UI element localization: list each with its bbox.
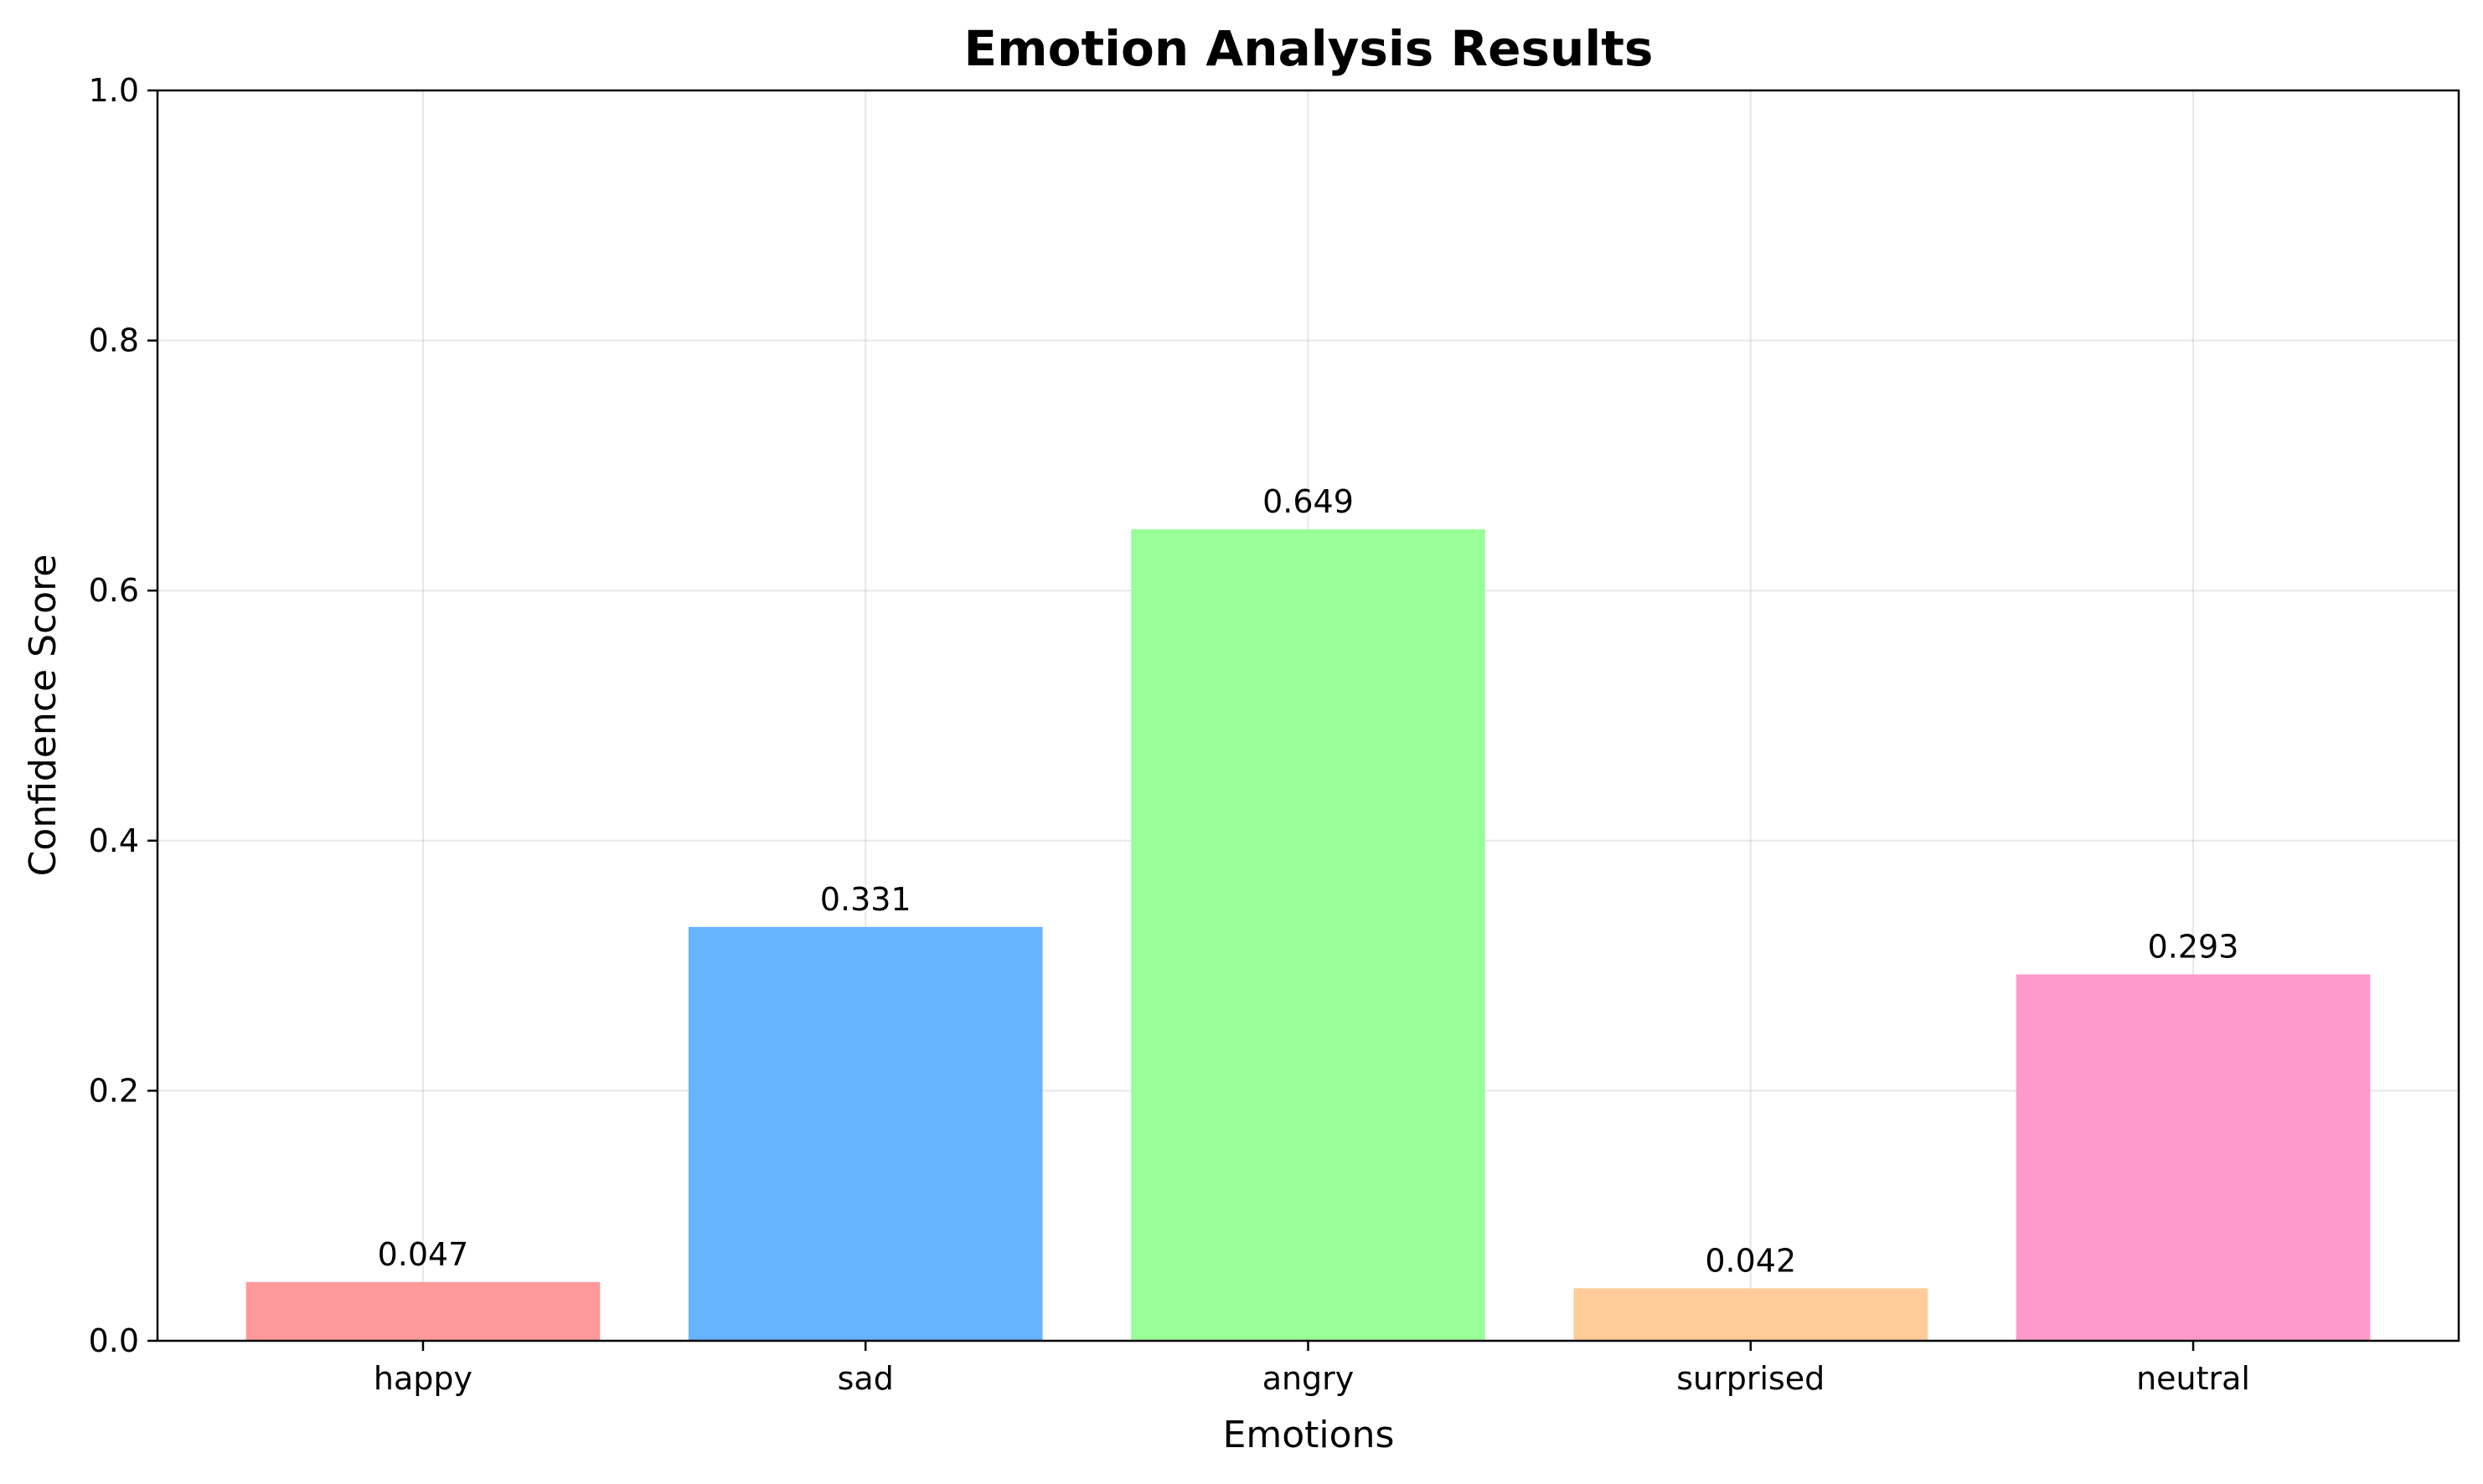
- bar-sad: [688, 926, 1043, 1341]
- y-axis-title: Confidence Score: [22, 554, 65, 877]
- value-label-surprised: 0.042: [1705, 1242, 1796, 1279]
- ticks-layer: 0.0 0.2 0.4 0.6 0.8 1.0 happy sad angry surprised…: [89, 72, 2250, 1397]
- x-tick-label-happy: happy: [374, 1360, 472, 1397]
- x-tick-label-surprised: surprised: [1676, 1360, 1825, 1397]
- bars-layer: [245, 529, 2371, 1341]
- value-label-sad: 0.331: [820, 881, 911, 918]
- y-tick-label: 0.4: [89, 822, 139, 859]
- bar-happy: [245, 1281, 601, 1341]
- bar-angry: [1131, 529, 1485, 1341]
- x-tick-label-neutral: neutral: [2136, 1360, 2250, 1397]
- x-tick-label-sad: sad: [838, 1360, 894, 1397]
- bar-surprised: [1573, 1288, 1928, 1341]
- x-tick-label-angry: angry: [1262, 1360, 1355, 1397]
- y-tick-label: 1.0: [89, 72, 139, 109]
- chart-title: Emotion Analysis Results: [964, 20, 1654, 77]
- labels-layer: 0.047 0.331 0.649 0.042 0.293: [378, 483, 2239, 1279]
- y-tick-label: 0.8: [89, 322, 139, 359]
- value-label-angry: 0.649: [1262, 483, 1354, 520]
- value-label-neutral: 0.293: [2148, 929, 2239, 966]
- bar-neutral: [2016, 974, 2371, 1341]
- y-tick-label: 0.0: [89, 1322, 139, 1359]
- y-tick-label: 0.2: [89, 1072, 139, 1109]
- y-tick-label: 0.6: [89, 572, 139, 609]
- value-label-happy: 0.047: [378, 1236, 469, 1273]
- x-axis-title: Emotions: [1223, 1414, 1395, 1456]
